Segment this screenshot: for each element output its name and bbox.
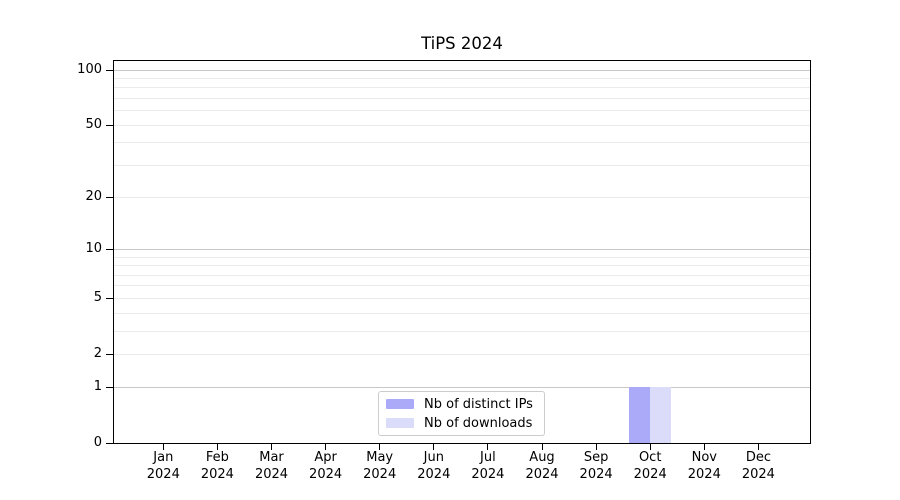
x-tick-year: 2024 xyxy=(687,467,721,482)
x-tick-month: Oct xyxy=(638,450,662,465)
y-gridline-minor xyxy=(114,77,810,79)
x-tick-month: Sep xyxy=(583,450,609,465)
x-tick-year: 2024 xyxy=(200,467,234,482)
x-tick-year: 2024 xyxy=(417,467,451,482)
y-gridline-major xyxy=(114,386,810,388)
y-axis-tick xyxy=(106,297,113,299)
y-gridline-minor xyxy=(114,196,810,198)
x-axis-tick xyxy=(595,443,597,450)
y-gridline-major xyxy=(114,69,810,71)
x-tick-year: 2024 xyxy=(525,467,559,482)
x-axis-tick-label: Feb 2024 xyxy=(190,449,244,483)
y-axis-tick xyxy=(106,124,113,126)
y-gridline-minor xyxy=(114,312,810,314)
x-axis-tick xyxy=(757,443,759,450)
x-axis-tick xyxy=(325,443,327,450)
bar-distinct-ips xyxy=(629,387,651,444)
x-axis-tick-label: Mar 2024 xyxy=(245,449,299,483)
x-tick-year: 2024 xyxy=(633,467,667,482)
x-axis-tick-label: Dec 2024 xyxy=(731,449,785,483)
y-axis-tick xyxy=(106,69,113,71)
y-axis-tick xyxy=(106,386,113,388)
y-axis-tick-label: 2 xyxy=(93,346,102,362)
legend: Nb of distinct IPs Nb of downloads xyxy=(378,391,545,436)
y-gridline-major xyxy=(114,248,810,250)
x-axis-tick xyxy=(271,443,272,450)
bar-downloads xyxy=(650,387,672,444)
y-gridline-minor xyxy=(114,110,810,112)
x-tick-year: 2024 xyxy=(741,467,775,482)
y-axis-tick-label: 10 xyxy=(85,241,102,257)
x-axis-tick xyxy=(216,443,218,450)
legend-item-distinct-ips: Nb of distinct IPs xyxy=(386,397,536,412)
x-axis-tick-label: Nov 2024 xyxy=(677,449,731,483)
y-gridline-minor xyxy=(114,274,810,276)
legend-swatch-downloads xyxy=(386,418,414,428)
y-gridline-minor xyxy=(114,285,810,287)
x-tick-year: 2024 xyxy=(579,467,613,482)
x-axis-tick xyxy=(487,443,489,450)
x-axis-tick-label: Jan 2024 xyxy=(136,449,190,483)
y-axis-tick-label: 1 xyxy=(93,379,102,395)
x-axis-tick-label: Oct 2024 xyxy=(623,449,677,483)
x-tick-month: May xyxy=(366,450,394,465)
x-axis-tick xyxy=(703,443,705,450)
y-gridline-minor xyxy=(114,98,810,99)
x-axis-tick xyxy=(541,443,543,450)
x-tick-month: Mar xyxy=(259,450,284,465)
x-axis-tick xyxy=(649,443,651,450)
legend-label-distinct-ips: Nb of distinct IPs xyxy=(424,396,533,412)
legend-swatch-distinct-ips xyxy=(386,399,414,409)
y-axis-tick-label: 100 xyxy=(77,62,102,77)
y-axis-tick-label: 0 xyxy=(93,435,102,451)
x-tick-month: Nov xyxy=(691,450,717,465)
y-axis-tick xyxy=(106,196,113,198)
y-axis-tick-label: 50 xyxy=(85,117,102,133)
x-tick-year: 2024 xyxy=(471,467,505,482)
y-axis-tick xyxy=(106,442,113,444)
x-tick-month: Apr xyxy=(314,450,337,465)
x-tick-month: Jan xyxy=(153,450,174,465)
x-axis-tick xyxy=(433,443,435,450)
x-tick-year: 2024 xyxy=(146,467,180,482)
legend-label-downloads: Nb of downloads xyxy=(424,415,533,431)
y-axis-tick xyxy=(106,353,113,355)
y-axis-tick-label: 20 xyxy=(85,189,102,205)
chart-title: TiPS 2024 xyxy=(421,34,503,53)
y-gridline-minor xyxy=(114,165,810,167)
x-tick-year: 2024 xyxy=(363,467,397,482)
y-gridline-minor xyxy=(114,142,810,144)
x-axis-tick-label: Jul 2024 xyxy=(461,449,515,483)
y-gridline-minor xyxy=(114,87,810,89)
x-tick-month: Feb xyxy=(205,450,229,465)
x-tick-month: Jun xyxy=(423,450,444,465)
x-axis-tick-label: Jun 2024 xyxy=(407,449,461,483)
y-gridline-minor xyxy=(114,256,810,258)
x-axis-tick-label: May 2024 xyxy=(353,449,407,483)
y-gridline-minor xyxy=(114,330,810,332)
y-gridline-minor xyxy=(114,265,810,267)
legend-item-downloads: Nb of downloads xyxy=(386,416,536,431)
x-axis-tick xyxy=(379,443,381,450)
x-axis-tick-label: Apr 2024 xyxy=(299,449,353,483)
y-gridline-minor xyxy=(114,124,810,126)
x-axis-tick-label: Sep 2024 xyxy=(569,449,623,483)
x-axis-tick xyxy=(162,443,164,450)
x-tick-month: Dec xyxy=(745,450,771,465)
x-tick-month: Aug xyxy=(529,450,555,465)
x-tick-year: 2024 xyxy=(254,467,289,482)
x-tick-year: 2024 xyxy=(309,467,343,482)
y-gridline-minor xyxy=(114,353,810,355)
y-gridline-minor xyxy=(114,297,810,299)
x-tick-month: Jul xyxy=(480,450,496,465)
y-axis-tick xyxy=(106,248,113,250)
x-axis-tick-label: Aug 2024 xyxy=(515,449,569,483)
y-axis-tick-label: 5 xyxy=(93,290,102,306)
